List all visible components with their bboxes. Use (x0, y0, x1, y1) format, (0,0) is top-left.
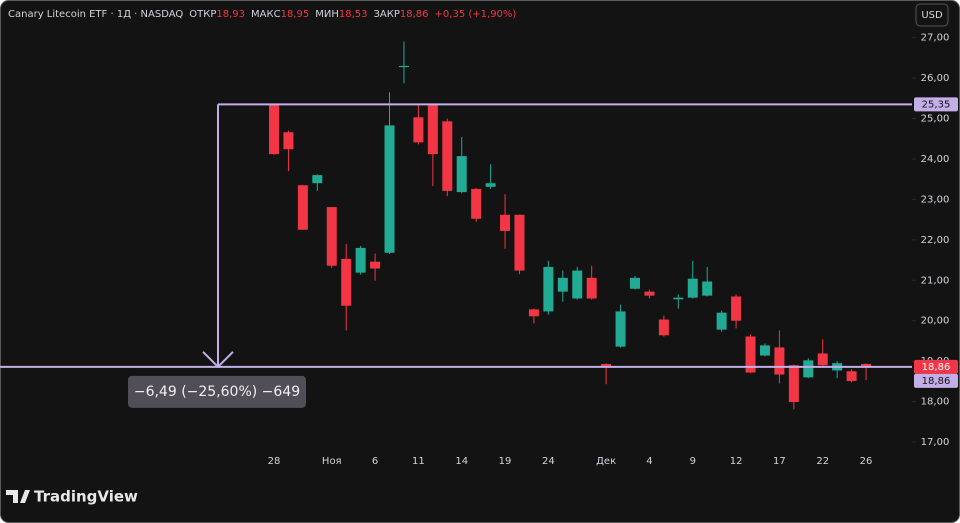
y-tick-label: 25,00 (921, 114, 950, 125)
candle-body (745, 336, 756, 373)
measure-to-price-label-box (914, 373, 958, 388)
y-tick-label: 20,00 (921, 316, 950, 327)
candle-body (326, 207, 337, 266)
candle-body (514, 214, 525, 271)
header-key: ОТКР (189, 9, 216, 20)
header-key: ЗАКР (374, 9, 400, 20)
header-value: 18,53 (339, 9, 368, 20)
candle-body (817, 353, 828, 366)
header-key: МАКС (251, 9, 281, 20)
candle-body (846, 371, 857, 381)
candle-body (557, 277, 568, 292)
candle-body (442, 121, 453, 191)
last-price-label: 18,86 (922, 362, 951, 373)
measure-label-box (128, 375, 306, 408)
x-tick-label: Ноя (322, 456, 342, 467)
x-tick-label: Дек (596, 456, 616, 467)
candle-body (543, 266, 554, 312)
x-tick-label: 17 (773, 456, 786, 467)
candle-body (861, 364, 872, 367)
y-tick-label: 21,00 (921, 275, 950, 286)
candle-body (355, 247, 366, 273)
candle-body (774, 347, 785, 375)
header-change: +0,35 (+1,90%) (435, 9, 517, 20)
candle-body (731, 296, 742, 321)
currency-button[interactable] (915, 3, 949, 27)
candle-body (370, 261, 381, 269)
y-tick-label: 27,00 (921, 33, 950, 44)
candle-body (702, 281, 713, 296)
x-tick-label: 28 (268, 456, 281, 467)
candle-body (297, 185, 308, 230)
candle-body (630, 277, 640, 289)
candle-body (528, 309, 539, 317)
candle-body (759, 345, 770, 356)
last-price-label-box (914, 359, 958, 374)
brand-logo[interactable]: TradingView (6, 488, 138, 506)
candle-body (413, 117, 424, 143)
y-tick-label: 22,00 (921, 235, 950, 246)
y-tick-label: 23,00 (921, 194, 950, 205)
x-tick-label: 19 (499, 456, 512, 467)
candle-body (658, 319, 669, 336)
header-value: 18,95 (281, 9, 310, 20)
measure-from-price-label: 25,35 (922, 99, 951, 110)
x-tick-label: 4 (646, 456, 652, 467)
candle-body (269, 104, 279, 155)
y-tick-label: 24,00 (921, 154, 950, 165)
candle-body (384, 125, 395, 253)
candle-body (644, 291, 655, 296)
candle-body (283, 132, 294, 150)
x-tick-label: 22 (816, 456, 829, 467)
candle-body (615, 311, 626, 347)
candle-body (456, 156, 467, 193)
y-tick-label: 18,00 (921, 397, 950, 408)
candle-body (586, 277, 597, 299)
candle-body (803, 360, 814, 378)
candle-body (716, 312, 727, 330)
x-tick-label: 12 (730, 456, 743, 467)
candle-body (427, 105, 438, 155)
header-value: 18,93 (216, 9, 245, 20)
measure-to-price-label: 18,86 (922, 376, 951, 387)
logo-icon (6, 490, 30, 503)
header: Canary Litecoin ETF · 1Д · NASDAQ ОТКР18,… (8, 9, 516, 20)
candle-body (572, 270, 583, 299)
candle-body (471, 188, 482, 219)
measure-arrow-head (202, 351, 234, 369)
candle-body (673, 297, 684, 300)
measure-label: −6,49 (−25,60%) −649 (134, 384, 300, 400)
y-tick-label: 26,00 (921, 73, 950, 84)
x-tick-label: 6 (372, 456, 378, 467)
candle-body (485, 183, 496, 187)
candle-body (312, 175, 323, 184)
x-tick-label: 14 (455, 456, 468, 467)
y-tick-label: 17,00 (921, 437, 950, 448)
candle-body (398, 65, 409, 68)
brand-text: TradingView (34, 488, 138, 506)
x-tick-label: 11 (412, 456, 425, 467)
x-tick-label: 9 (690, 456, 696, 467)
symbol-title: Canary Litecoin ETF · 1Д · NASDAQ (8, 9, 183, 20)
x-tick-label: 24 (542, 456, 555, 467)
x-tick-label: 26 (860, 456, 873, 467)
header-values: ОТКР18,93 МАКС18,95 МИН18,53 ЗАКР18,86 +0,35… (189, 9, 516, 20)
candle-body (341, 258, 352, 306)
currency-label[interactable]: USD (921, 10, 943, 21)
header-value: 18,86 (400, 9, 429, 20)
measure-from-price-label-box (914, 97, 958, 112)
candle-body (687, 278, 698, 298)
candle-body (601, 364, 612, 367)
candle-body (500, 214, 511, 231)
candle-body (788, 365, 799, 403)
header-key: МИН (315, 9, 339, 20)
